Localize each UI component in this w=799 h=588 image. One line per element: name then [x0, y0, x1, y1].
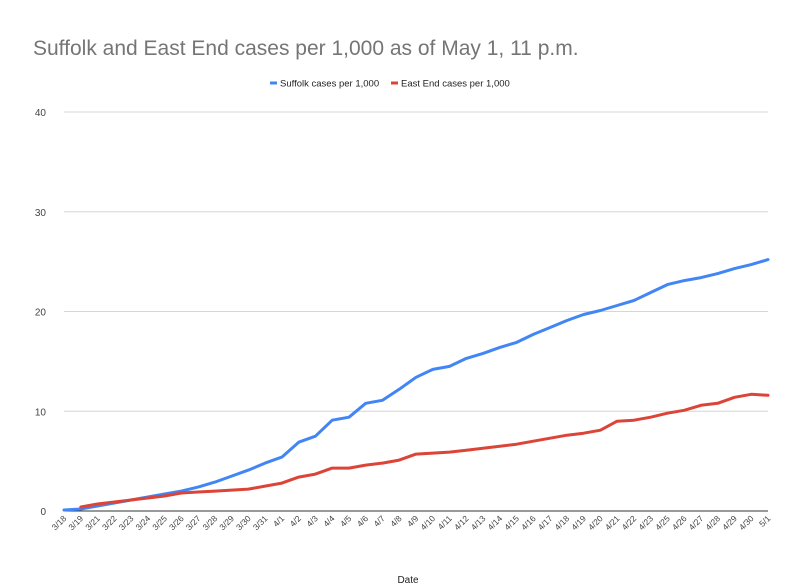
- x-tick-label: 4/6: [355, 513, 371, 529]
- x-tick-label: 4/13: [469, 513, 488, 532]
- x-tick-label: 4/7: [371, 513, 387, 529]
- x-tick-label: 4/9: [405, 513, 421, 529]
- legend-swatch: [391, 81, 398, 85]
- x-tick-label: 3/23: [117, 513, 136, 532]
- x-tick-label: 3/29: [217, 513, 236, 532]
- x-tick-label: 4/23: [636, 513, 655, 532]
- x-tick-label: 4/21: [603, 513, 622, 532]
- series-line-0: [62, 258, 770, 512]
- x-tick-label: 3/25: [150, 513, 169, 532]
- y-axis-ticks: 0 10 20 30 40: [35, 108, 47, 518]
- x-axis-label: Date: [397, 575, 419, 586]
- y-tick-label: 10: [35, 407, 47, 418]
- y-tick-label: 0: [40, 507, 46, 518]
- x-tick-label: 4/5: [338, 513, 354, 529]
- x-tick-label: 3/21: [83, 513, 102, 532]
- x-tick-label: 4/28: [703, 513, 722, 532]
- x-tick-label: 4/19: [569, 513, 588, 532]
- series-lines: [62, 258, 770, 512]
- legend-swatch: [270, 81, 277, 85]
- x-tick-label: 4/1: [271, 513, 287, 529]
- x-tick-label: 4/25: [653, 513, 672, 532]
- gridlines: [64, 111, 768, 512]
- x-tick-label: 4/3: [304, 513, 320, 529]
- x-tick-label: 4/27: [687, 513, 706, 532]
- y-tick-label: 30: [35, 208, 47, 219]
- series-line-1: [79, 392, 770, 509]
- chart-title: Suffolk and East End cases per 1,000 as …: [33, 37, 579, 60]
- x-tick-label: 4/20: [586, 513, 605, 532]
- x-tick-label: 4/30: [737, 513, 756, 532]
- x-tick-label: 4/2: [288, 513, 304, 529]
- x-tick-label: 4/16: [519, 513, 538, 532]
- x-tick-label: 3/27: [184, 513, 203, 532]
- x-tick-label: 3/26: [167, 513, 186, 532]
- x-tick-label: 4/26: [670, 513, 689, 532]
- y-tick-label: 40: [35, 108, 47, 119]
- y-tick-label: 20: [35, 308, 47, 319]
- x-tick-label: 3/19: [66, 513, 85, 532]
- x-tick-label: 3/31: [251, 513, 270, 532]
- x-tick-label: 4/10: [418, 513, 437, 532]
- x-tick-label: 4/22: [620, 513, 639, 532]
- x-tick-label: 4/29: [720, 513, 739, 532]
- x-tick-label: 4/12: [452, 513, 471, 532]
- x-tick-label: 3/22: [100, 513, 119, 532]
- x-tick-label: 3/30: [234, 513, 253, 532]
- x-tick-label: 4/15: [502, 513, 521, 532]
- x-axis-ticks: 3/183/193/213/223/233/243/253/263/273/28…: [50, 513, 773, 532]
- x-tick-label: 3/18: [50, 513, 69, 532]
- legend: Suffolk cases per 1,000 East End cases pe…: [270, 79, 510, 90]
- x-tick-label: 3/24: [133, 513, 152, 532]
- legend-label: Suffolk cases per 1,000: [280, 79, 379, 90]
- x-tick-label: 4/4: [321, 513, 337, 529]
- x-tick-label: 4/11: [436, 513, 455, 532]
- x-tick-label: 3/28: [200, 513, 219, 532]
- x-tick-label: 5/1: [757, 513, 773, 529]
- x-tick-label: 4/17: [536, 513, 555, 532]
- x-tick-label: 4/8: [388, 513, 404, 529]
- x-tick-label: 4/18: [552, 513, 571, 532]
- x-tick-label: 4/14: [485, 513, 504, 532]
- legend-label: East End cases per 1,000: [401, 79, 510, 90]
